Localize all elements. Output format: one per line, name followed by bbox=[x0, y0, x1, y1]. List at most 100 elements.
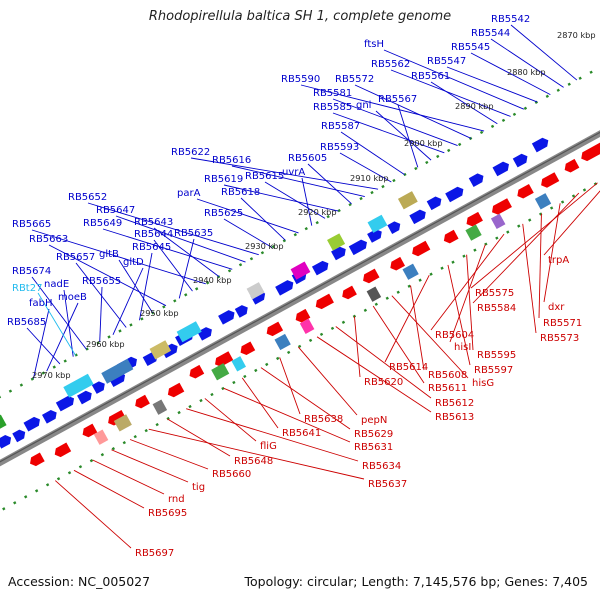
gene-label-RB5581: RB5581 bbox=[313, 88, 352, 99]
leader-RB5638 bbox=[279, 357, 301, 415]
leader-hisG bbox=[391, 295, 469, 379]
special-feature-9 bbox=[397, 191, 418, 210]
reverse-gene-2 bbox=[82, 423, 98, 438]
gene-label-RB5615: RB5615 bbox=[245, 171, 284, 182]
gene-label-gltB: gltB bbox=[99, 249, 119, 260]
gene-label-RB5604: RB5604 bbox=[435, 330, 474, 341]
forward-gene-2 bbox=[23, 416, 40, 432]
leader-RB5695 bbox=[73, 469, 145, 509]
leader-RB5571 bbox=[538, 213, 542, 319]
gene-label-pepN: pepN bbox=[361, 415, 387, 426]
gene-label-trpA: trpA bbox=[548, 255, 569, 266]
scale-label-9: 2960 kbp bbox=[86, 339, 125, 349]
gene-label-gltD: gltD bbox=[123, 257, 144, 268]
leader-RB5655 bbox=[99, 286, 103, 343]
leader-RB5619 bbox=[223, 184, 339, 212]
gene-label-RB5655: RB5655 bbox=[82, 276, 121, 287]
leader-moeB bbox=[46, 302, 79, 372]
reverse-gene-18 bbox=[492, 198, 512, 215]
leader-RB5634 bbox=[186, 408, 359, 462]
reverse-gene-22 bbox=[581, 142, 600, 162]
scale-label-8: 2950 kbp bbox=[140, 308, 179, 318]
special-feature-4 bbox=[176, 321, 202, 343]
gene-labels: RB5542 RB5544 RB5545 RB5547 ftsH RB5562RB5561… bbox=[7, 14, 582, 559]
gene-label-hisG: hisG bbox=[472, 378, 494, 389]
special-feature-16 bbox=[299, 318, 315, 334]
gene-label-RB5593: RB5593 bbox=[320, 142, 359, 153]
forward-gene-27 bbox=[492, 161, 509, 177]
leader-RB5581 bbox=[332, 98, 458, 146]
gene-label-RB5665: RB5665 bbox=[12, 219, 51, 230]
forward-gene-29 bbox=[531, 137, 549, 153]
reverse-gene-12 bbox=[342, 285, 357, 300]
leader-RB5572 bbox=[354, 84, 472, 139]
special-feature-18 bbox=[402, 263, 419, 280]
gene-label-RB5634: RB5634 bbox=[362, 461, 401, 472]
leader-fabH bbox=[33, 308, 50, 379]
leader-RB5647 bbox=[115, 215, 246, 263]
leader-RB5612 bbox=[335, 326, 432, 399]
reverse-gene-4 bbox=[135, 394, 150, 409]
gene-label-RB5645: RB5645 bbox=[132, 242, 171, 253]
reverse-gene-19 bbox=[517, 183, 534, 199]
reverse-gene-21 bbox=[564, 158, 580, 173]
label-leader-lines bbox=[26, 24, 600, 549]
scale-label-5: 2920 kbp bbox=[298, 207, 337, 217]
gene-label-RB5585: RB5585 bbox=[313, 102, 352, 113]
reverse-gene-14 bbox=[390, 256, 406, 271]
reverse-gene-9 bbox=[266, 321, 284, 337]
gene-label-fliG: fliG bbox=[260, 441, 277, 452]
leader-trpA bbox=[543, 190, 600, 256]
special-feature-15 bbox=[274, 333, 291, 351]
special-feature-10 bbox=[93, 429, 109, 445]
gene-label-RB5608: RB5608 bbox=[428, 370, 467, 381]
gene-label-RB5597: RB5597 bbox=[474, 365, 513, 376]
gene-label-RB5567: RB5567 bbox=[378, 94, 417, 105]
gene-label-RB5584: RB5584 bbox=[477, 303, 516, 314]
gene-label-RB5641: RB5641 bbox=[282, 428, 321, 439]
gene-label-RB5614: RB5614 bbox=[389, 362, 428, 373]
gene-label-RB5612: RB5612 bbox=[435, 398, 474, 409]
leader-tig bbox=[111, 449, 189, 483]
leader-RB5697 bbox=[54, 480, 132, 549]
leader-RB5652 bbox=[87, 202, 259, 256]
reverse-gene-16 bbox=[443, 229, 459, 244]
gene-label-RB5685: RB5685 bbox=[7, 317, 46, 328]
reverse-gene-17 bbox=[466, 211, 483, 227]
gene-label-RB5674: RB5674 bbox=[12, 266, 51, 277]
leader-RB5544 bbox=[490, 38, 564, 88]
leader-RB5648 bbox=[167, 418, 231, 457]
leader-RB5674 bbox=[31, 276, 87, 350]
leader-RB5620 bbox=[354, 316, 361, 378]
leader-parA bbox=[196, 198, 299, 234]
gene-label-rnd: rnd bbox=[168, 494, 185, 505]
gene-label-RB5595: RB5595 bbox=[477, 350, 516, 361]
forward-gene-0 bbox=[0, 435, 12, 449]
gene-label-RB5561: RB5561 bbox=[411, 71, 450, 82]
reverse-gene-6 bbox=[189, 364, 205, 379]
special-feature-0 bbox=[0, 414, 7, 429]
gene-features bbox=[0, 137, 600, 467]
special-feature-19 bbox=[465, 224, 482, 241]
forward-gene-24 bbox=[426, 196, 442, 211]
gene-label-RB5613: RB5613 bbox=[435, 412, 474, 423]
scale-label-10: 2970 kbp bbox=[32, 370, 71, 380]
topology-label: Topology: bbox=[244, 574, 303, 589]
leader-RB5585 bbox=[332, 112, 445, 154]
leader-RBt27 bbox=[37, 292, 76, 356]
leader-RB5573 bbox=[522, 223, 537, 334]
leader-RB5604 bbox=[430, 233, 505, 331]
gene-label-RB5622: RB5622 bbox=[171, 147, 210, 158]
leader-RB5641 bbox=[241, 377, 279, 429]
scale-label-6: 2930 kbp bbox=[245, 241, 284, 251]
leader-RB5635 bbox=[178, 238, 195, 299]
gene-label-RB5631: RB5631 bbox=[354, 442, 393, 453]
gene-label-RB5643: RB5643 bbox=[134, 217, 173, 228]
leader-RB5663 bbox=[48, 244, 167, 307]
leader-RB5562 bbox=[390, 69, 511, 117]
gene-label-RB5660: RB5660 bbox=[212, 469, 251, 480]
scale-label-0: 2870 kbp bbox=[557, 30, 596, 40]
reverse-gene-15 bbox=[412, 240, 431, 257]
gene-label-RB5663: RB5663 bbox=[29, 234, 68, 245]
forward-gene-13 bbox=[218, 310, 235, 325]
